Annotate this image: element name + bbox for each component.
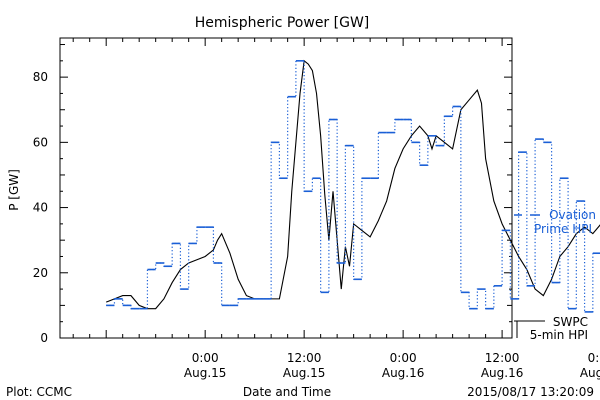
x-tick-label-date: Aug.15: [283, 366, 326, 380]
x-tick-label-time: 12:00: [287, 351, 322, 365]
x-tick-label-date: Aug.16: [481, 366, 524, 380]
y-tick-label: 60: [33, 135, 48, 149]
legend-label-ovation-1: Ovation: [549, 208, 596, 222]
x-axis-ticks: 0:00Aug.1512:00Aug.150:00Aug.1612:00Aug.…: [72, 38, 600, 380]
y-axis-ticks: 0 20 40 60 80: [33, 44, 512, 345]
y-tick-label: 40: [33, 201, 48, 215]
footer-right: 2015/08/17 13:20:09: [467, 385, 594, 399]
x-tick-label-date: Aug.16: [382, 366, 425, 380]
legend-label-swpc-2: 5-min HPI: [530, 328, 588, 342]
x-axis-label: Date and Time: [243, 385, 331, 399]
x-tick-label-time: 0:00: [390, 351, 417, 365]
x-tick-label-time: 0:00: [192, 351, 219, 365]
y-tick-label: 20: [33, 266, 48, 280]
legend-label-swpc-1: SWPC: [553, 315, 588, 329]
x-tick-label-time: 12:00: [485, 351, 520, 365]
series-line-ovation-prime: [106, 60, 600, 313]
chart-title: Hemispheric Power [GW]: [195, 15, 370, 31]
footer-left: Plot: CCMC: [6, 385, 72, 399]
y-axis-label: P [GW]: [7, 169, 21, 211]
legend-label-ovation-2: Prime HPI: [534, 222, 592, 236]
series-layer: [105, 59, 600, 313]
x-tick-label-time: 0:00: [588, 351, 600, 365]
x-tick-label-date: Aug.15: [184, 366, 227, 380]
y-tick-label: 0: [40, 331, 48, 345]
plot-frame: [59, 37, 513, 339]
series-line-swpc: [105, 59, 600, 310]
x-tick-label-date: Aug.17: [580, 366, 600, 380]
y-tick-label: 80: [33, 70, 48, 84]
